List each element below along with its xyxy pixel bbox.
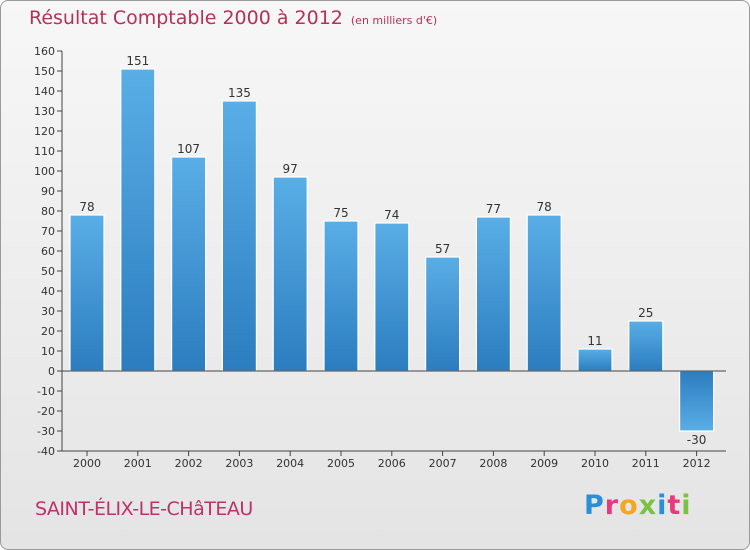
y-tick-label: 50 [41, 265, 55, 278]
x-tick-label: 2004 [276, 457, 304, 470]
data-label: 77 [486, 202, 501, 216]
proxiti-logo: Proxiti [584, 490, 692, 521]
y-tick-label: 80 [41, 205, 55, 218]
data-label: 74 [384, 208, 399, 222]
y-tick-label: 130 [34, 105, 55, 118]
data-label: 75 [333, 206, 348, 220]
data-label: 151 [126, 54, 149, 68]
bar [272, 176, 308, 372]
x-tick-label: 2000 [73, 457, 101, 470]
y-tick-label: 10 [41, 345, 55, 358]
x-tick-label: 2002 [175, 457, 203, 470]
y-tick-label: -40 [37, 445, 55, 458]
chart-title: Résultat Comptable 2000 à 2012 (en millie… [29, 7, 437, 29]
y-tick-label: -30 [37, 425, 55, 438]
y-tick-label: 20 [41, 325, 55, 338]
x-tick-label: 2003 [225, 457, 253, 470]
x-tick-label: 2012 [683, 457, 711, 470]
x-tick-label: 2007 [429, 457, 457, 470]
chart-title-text: Résultat Comptable 2000 à 2012 [29, 7, 343, 29]
bar [171, 156, 207, 372]
city-name: SAINT-ÉLIX-LE-CHâTEAU [35, 498, 253, 520]
bar [678, 370, 715, 432]
x-tick-label: 2006 [378, 457, 406, 470]
data-label: 25 [638, 306, 653, 320]
data-label: 107 [177, 142, 200, 156]
logo-letter: i [657, 490, 668, 521]
chart-subtitle: (en milliers d'€) [350, 14, 438, 27]
y-tick-label: 90 [41, 185, 55, 198]
bar [628, 320, 664, 372]
data-label: 11 [587, 334, 602, 348]
logo-letter: x [638, 490, 658, 521]
x-tick-label: 2001 [124, 457, 152, 470]
logo-letter: r [604, 490, 620, 521]
logo-letter: P [584, 490, 605, 521]
data-label: 97 [283, 162, 298, 176]
logo-letter: o [619, 490, 639, 521]
y-tick-label: 40 [41, 285, 55, 298]
bar [323, 220, 359, 372]
bar [69, 214, 105, 372]
y-tick-label: 110 [34, 145, 55, 158]
y-tick-label: 70 [41, 225, 55, 238]
x-tick-label: 2009 [530, 457, 558, 470]
y-tick-label: 30 [41, 305, 55, 318]
x-tick-label: 2008 [479, 457, 507, 470]
y-tick-label: 120 [34, 125, 55, 138]
bar [526, 214, 562, 372]
data-label: -30 [687, 433, 707, 447]
y-tick-label: 160 [34, 45, 55, 58]
bar [374, 222, 410, 372]
y-tick-label: 150 [34, 65, 55, 78]
logo-letter: i [681, 490, 692, 521]
x-tick-label: 2010 [581, 457, 609, 470]
logo-letter: t [667, 490, 682, 521]
x-tick-label: 2011 [632, 457, 660, 470]
bar [120, 68, 156, 372]
y-tick-label: 60 [41, 245, 55, 258]
y-tick-label: -10 [37, 385, 55, 398]
y-tick-label: 100 [34, 165, 55, 178]
data-label: 135 [228, 86, 251, 100]
bar [221, 100, 257, 372]
data-label: 78 [537, 200, 552, 214]
y-tick-label: -20 [37, 405, 55, 418]
data-label: 78 [79, 200, 94, 214]
y-tick-label: 0 [48, 365, 55, 378]
y-tick-label: 140 [34, 85, 55, 98]
x-tick-label: 2005 [327, 457, 355, 470]
bar [425, 256, 461, 372]
bar [577, 348, 613, 372]
bar [475, 216, 511, 372]
data-label: 57 [435, 242, 450, 256]
